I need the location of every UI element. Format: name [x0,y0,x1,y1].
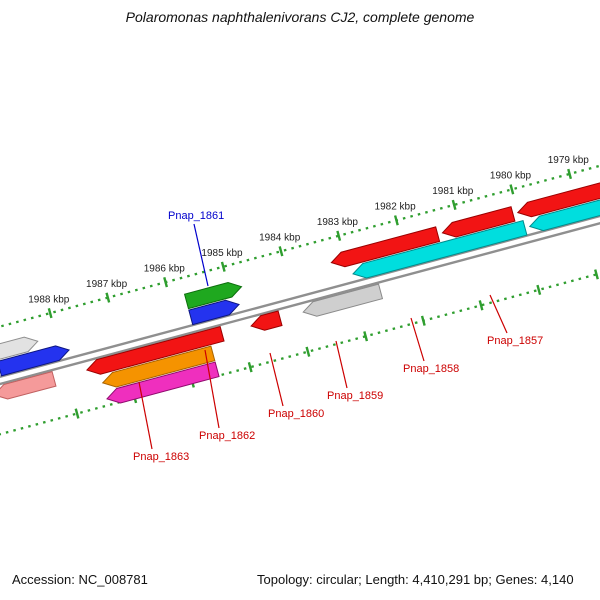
ruler-major-tick [567,168,573,180]
ruler-major-tick [536,284,542,295]
ruler-major-tick [305,346,311,357]
gene-arrow[interactable] [351,219,528,282]
gene-label-leader [138,381,153,450]
gene-label-leader [269,352,284,407]
gene-label[interactable]: Pnap_1858 [403,363,459,375]
ruler-major-tick [594,269,599,280]
gene-arrow[interactable] [0,370,57,403]
ruler-major-tick [220,261,226,272]
gene-label-leader [489,294,508,334]
gene-arrow[interactable] [188,297,241,326]
gene-label[interactable]: Pnap_1861 [168,210,224,222]
gene-label[interactable]: Pnap_1862 [199,430,255,442]
ruler-major-tick [478,300,484,311]
ruler-kbp-label: 1979 kbp [548,155,590,166]
gene-label[interactable]: Pnap_1863 [133,451,189,463]
gene-arrow[interactable] [101,345,216,390]
ruler-major-tick [363,331,369,342]
ruler-kbp-label: 1980 kbp [490,171,532,182]
ruler-kbp-label: 1986 kbp [144,263,186,274]
gene-label-leader [410,317,425,362]
gene-arrow[interactable] [105,361,220,406]
gene-label-leader [335,340,348,389]
ruler-kbp-label: 1982 kbp [375,202,417,213]
ruler-ticks [47,168,599,419]
gene-arrow[interactable] [249,310,283,333]
ruler-kbp-label: 1987 kbp [86,279,128,290]
genome-summary-text: Topology: circular; Length: 4,410,291 bp… [257,572,574,587]
ruler-major-tick [163,277,169,288]
ruler-kbp-label: 1981 kbp [432,186,474,197]
ruler-kbp-label: 1984 kbp [259,232,301,243]
gene-label[interactable]: Pnap_1857 [487,335,543,347]
ruler-major-tick [451,199,457,211]
gene-arrow[interactable] [329,226,441,270]
ruler-major-tick [105,292,111,303]
gene-arrow[interactable] [85,325,225,378]
ruler-major-tick [393,215,399,226]
gene-track [0,173,600,406]
ruler-kbp-label: 1983 kbp [317,217,359,228]
ruler-major-tick [278,246,284,257]
page-title: Polaromonas naphthalenivorans CJ2, compl… [125,9,475,25]
ruler-major-tick [47,307,53,319]
gene-arrow[interactable] [301,283,384,319]
ruler-major-tick [420,315,426,326]
gene-label-leader [204,349,220,429]
gene-arrow[interactable] [183,279,244,310]
gene-arrow[interactable] [516,173,600,220]
accession-text: Accession: NC_008781 [12,572,148,587]
ruler-major-tick [74,408,80,419]
ruler-kbp-label: 1988 kbp [28,294,70,305]
gene-label[interactable]: Pnap_1860 [268,408,324,420]
ruler-major-tick [247,362,253,373]
gene-arrow[interactable] [0,334,40,366]
ruler-line-upper [0,150,600,350]
ruler-line-lower [0,250,600,450]
ruler-major-tick [336,230,342,241]
ruler-kbp-label: 1985 kbp [201,248,243,259]
gene-arrow[interactable] [441,206,516,240]
ruler-labels: 1979 kbp 1980 kbp 1981 kbp 1982 kbp 1983 kbp… [28,155,589,305]
ruler-major-tick [509,184,515,195]
gene-label-leader [193,223,209,287]
gene-arrow[interactable] [0,343,71,377]
gene-label[interactable]: Pnap_1859 [327,390,383,402]
backbone-line-lower [0,203,600,403]
gene-arrow[interactable] [528,189,600,234]
